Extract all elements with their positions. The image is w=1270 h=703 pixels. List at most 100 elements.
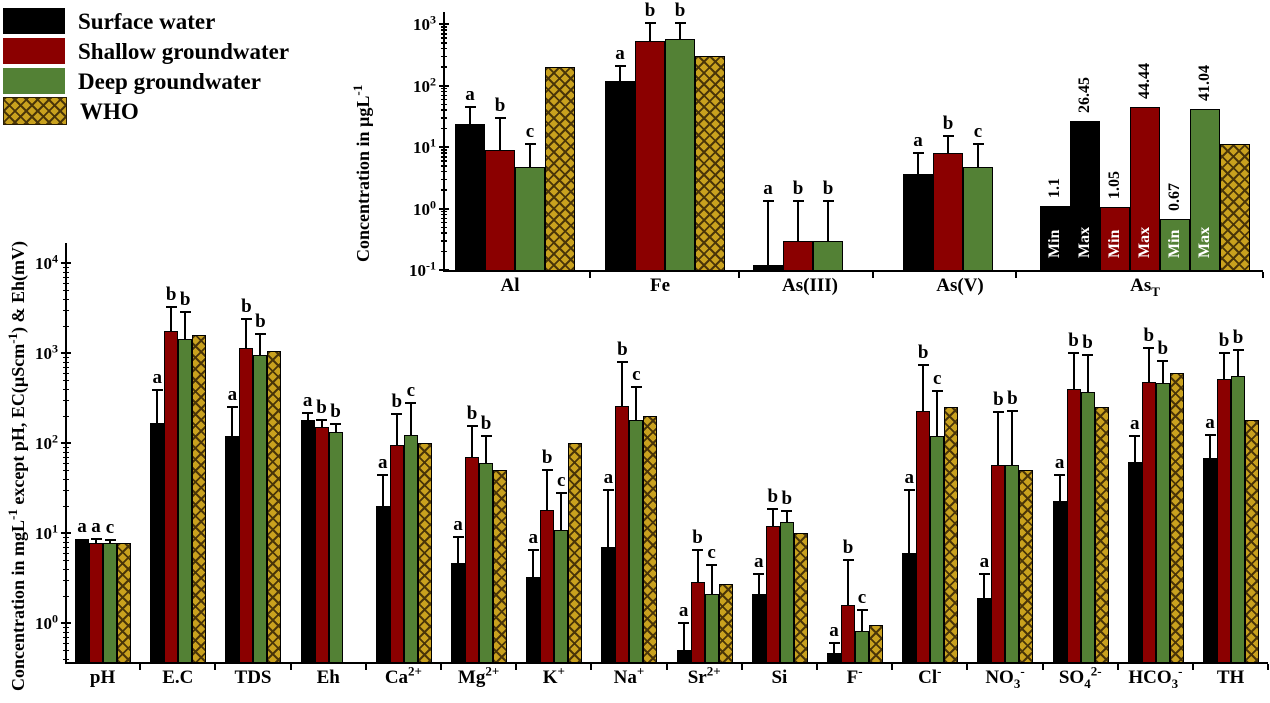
x-group-label-hco3: HCO3- (1128, 663, 1183, 691)
error-bar (767, 201, 769, 266)
error-bar (409, 403, 412, 435)
significance-letter: b (316, 397, 327, 419)
error-bar-cap (767, 508, 779, 511)
x-group-label-asiii: As(III) (782, 275, 838, 296)
significance-letter: b (391, 391, 403, 413)
y-minor-tick (441, 87, 447, 90)
error-bar-cap (1232, 349, 1244, 352)
y-minor-tick (441, 165, 447, 167)
y-tick-label: 100 (413, 196, 436, 219)
significance-letter: a (77, 516, 87, 538)
bar-shallow (89, 542, 103, 663)
error-bar-cap (1082, 354, 1094, 357)
bar-who (267, 351, 282, 663)
y-minor-tick (441, 109, 447, 111)
error-bar-cap (753, 573, 765, 576)
error-bar (917, 152, 919, 175)
significance-letter: b (241, 296, 252, 318)
error-bar-cap (917, 363, 929, 366)
significance-letter: a (302, 390, 313, 412)
y-minor-tick (63, 469, 69, 472)
bar-who (1019, 470, 1034, 663)
y-minor-tick (441, 221, 447, 224)
bar-deep (103, 543, 117, 663)
error-bar-cap (316, 419, 328, 422)
error-bar (861, 610, 863, 632)
y-minor-tick (441, 29, 447, 31)
x-group-label-fe: Fe (649, 275, 671, 296)
error-bar-cap (254, 332, 266, 335)
error-bar-cap (1157, 360, 1169, 363)
error-bar (785, 511, 788, 522)
significance-letter: b (767, 486, 779, 508)
significance-letter: a (979, 551, 990, 573)
y-minor-tick (63, 642, 69, 645)
bar-shallow (933, 152, 963, 271)
bar-shallow (1100, 207, 1130, 271)
bar-surface (605, 80, 635, 271)
error-bar-cap (226, 406, 238, 409)
x-group-label-al: Al (500, 275, 520, 296)
bar-surface (451, 562, 465, 663)
error-bar (1223, 353, 1225, 379)
y-minor-tick (63, 546, 69, 549)
significance-letter: b (1143, 324, 1155, 346)
significance-letter: a (465, 83, 475, 105)
error-bar (546, 470, 549, 511)
y-minor-tick (441, 149, 447, 151)
error-bar (922, 364, 925, 411)
error-bar (95, 539, 97, 543)
y-minor-tick (63, 372, 69, 375)
error-bar (306, 413, 309, 421)
error-bar (997, 412, 1000, 465)
x-group-label-na: Na+ (613, 663, 645, 688)
x-tick (872, 272, 874, 278)
significance-letter: c (525, 121, 535, 143)
y-minor-tick (63, 462, 69, 465)
y-tick-label: 101 (35, 521, 58, 544)
x-tick (1192, 664, 1194, 670)
bar-deep (1080, 392, 1095, 663)
error-bar-cap (792, 200, 804, 203)
y-minor-tick (63, 361, 69, 364)
bar-deep (479, 463, 493, 663)
error-bar (1133, 436, 1136, 462)
error-bar-cap (602, 489, 614, 492)
bar-surface (455, 123, 485, 271)
error-bar (156, 390, 159, 423)
bar-deep (779, 521, 794, 663)
error-bar (471, 426, 473, 458)
significance-letter: a (378, 451, 388, 473)
significance-letter: b (792, 178, 804, 200)
y-minor-tick (63, 456, 69, 459)
y-minor-tick (63, 536, 69, 539)
bar-deep (1231, 375, 1245, 663)
significance-letter: b (165, 283, 177, 305)
significance-letter: b (674, 0, 686, 21)
x-group-label-th: TH (1216, 667, 1245, 688)
y-minor-tick (63, 399, 69, 402)
y-minor-tick (441, 170, 447, 173)
error-bar (109, 540, 111, 543)
error-bar-cap (151, 389, 163, 392)
y-minor-tick (441, 178, 447, 181)
legend-item-deep-groundwater: Deep groundwater (3, 66, 289, 96)
bar-shallow (635, 41, 665, 271)
x-group-label-eh: Eh (316, 667, 340, 688)
error-bar-cap (616, 361, 628, 364)
bar-who (643, 416, 658, 663)
error-bar (682, 623, 685, 651)
bar-deep (930, 436, 945, 663)
error-bar-cap (541, 469, 553, 472)
x-group-label-no3: NO3- (985, 663, 1025, 691)
significance-letter: b (179, 288, 191, 310)
error-bar-cap (992, 411, 1004, 414)
error-bar-cap (1218, 352, 1230, 355)
error-bar (469, 106, 471, 124)
y-minor-tick (63, 309, 69, 312)
error-bar (532, 550, 535, 577)
y-minor-tick (441, 33, 447, 35)
error-bar-cap (104, 539, 116, 542)
x-tick (1041, 664, 1044, 670)
bar-value-label: 26.45 (1076, 77, 1093, 114)
